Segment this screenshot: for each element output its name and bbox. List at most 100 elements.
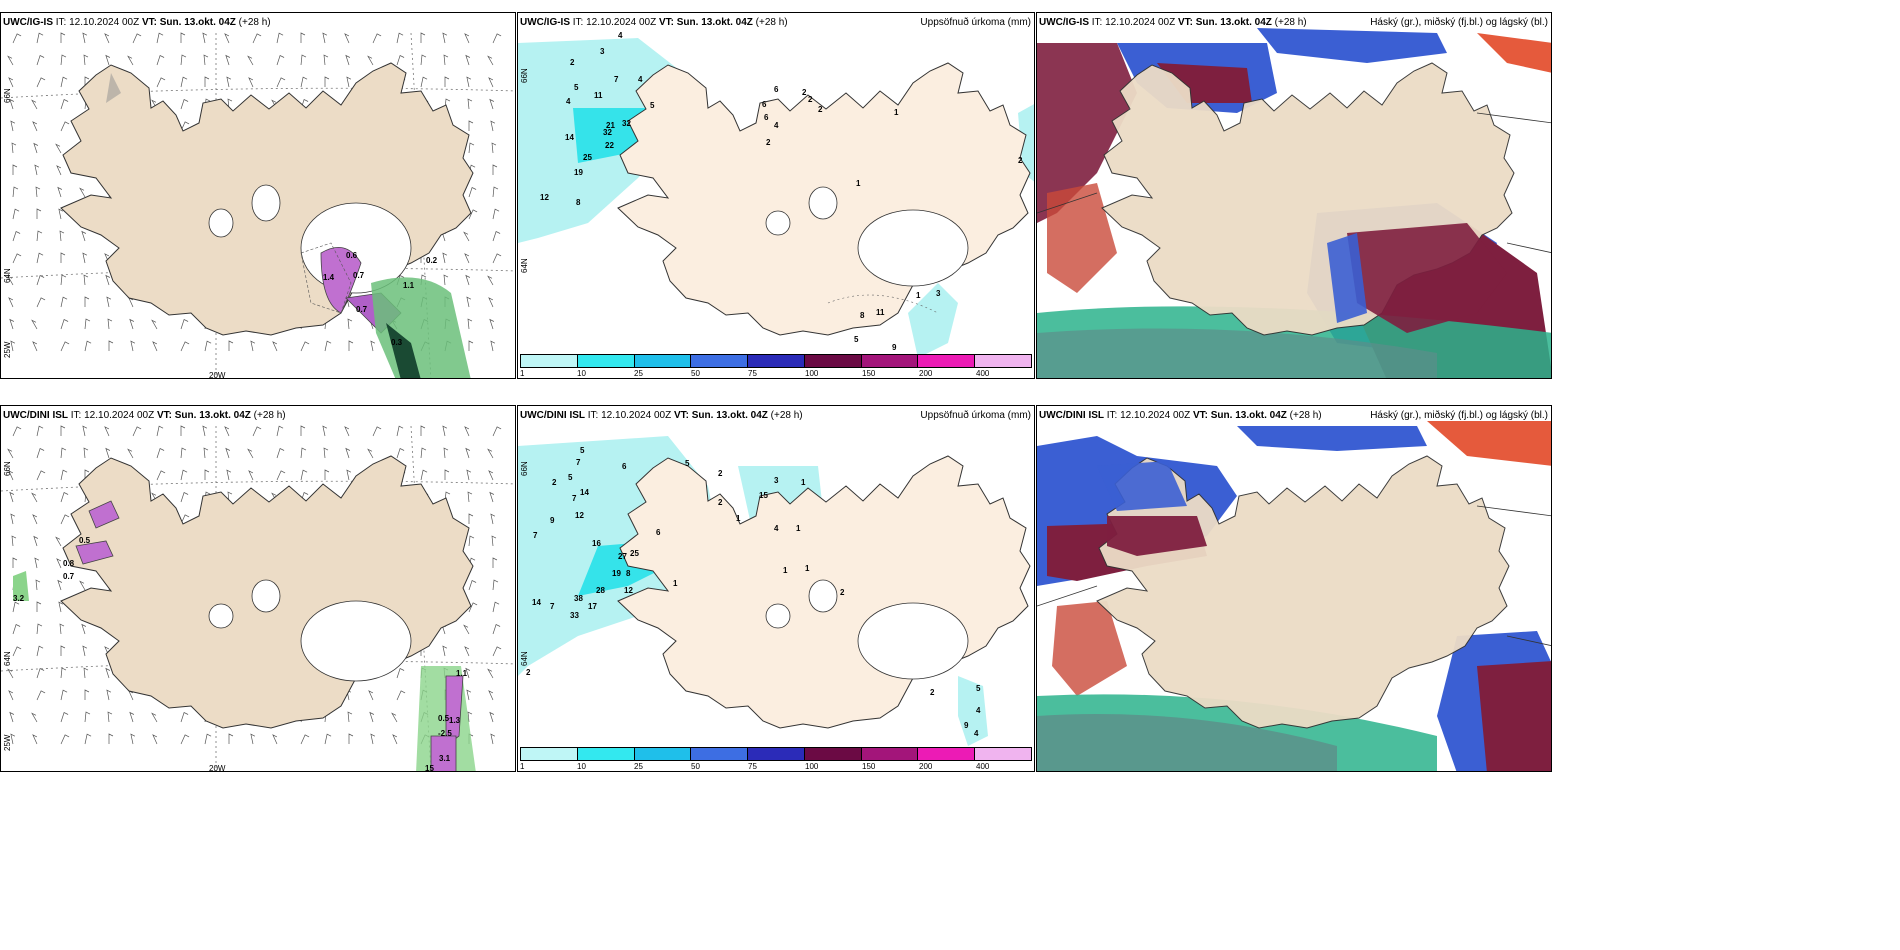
- wind-barb: [324, 469, 330, 480]
- wind-barb: [487, 55, 494, 66]
- wind-barb: [8, 690, 14, 701]
- wind-barb: [346, 469, 352, 481]
- wind-barb: [300, 76, 308, 88]
- map-panel-precip-bottom-middle: UWC/DINI ISL IT: 12.10.2024 00Z VT: Sun.…: [517, 405, 1035, 772]
- wind-barb: [33, 142, 39, 154]
- wind-barb: [32, 734, 38, 745]
- wind-barb: [127, 55, 134, 66]
- wind-barb: [151, 319, 158, 330]
- wind-barb: [7, 668, 14, 679]
- wind-barb: [468, 340, 474, 351]
- wind-barb: [60, 341, 70, 352]
- wind-barb: [12, 253, 22, 264]
- panel-header: UWC/IG-IS IT: 12.10.2024 00Z VT: Sun. 13…: [1039, 17, 1307, 28]
- wind-barb: [36, 690, 46, 701]
- wind-barb: [56, 165, 62, 176]
- wind-barb: [82, 252, 88, 264]
- wind-barb: [248, 470, 254, 481]
- wind-barb: [420, 447, 427, 459]
- wind-barb: [300, 54, 307, 66]
- map-wind-barbs: [1, 32, 515, 378]
- wind-barb: [79, 580, 86, 591]
- wind-barb: [300, 734, 310, 745]
- wind-barb: [345, 54, 351, 66]
- wind-barb: [488, 690, 494, 701]
- wind-barb: [9, 491, 15, 503]
- wind-barb: [322, 32, 328, 44]
- wind-barb: [84, 76, 90, 87]
- map-panel-wind-bottom-left: UWC/DINI ISL IT: 12.10.2024 00Z VT: Sun.…: [0, 405, 516, 772]
- wind-barb: [83, 447, 89, 459]
- wind-barb: [36, 230, 43, 242]
- wind-barb: [464, 33, 470, 44]
- wind-barb: [391, 712, 398, 723]
- wind-barb: [152, 341, 158, 352]
- wind-barb: [60, 32, 66, 43]
- wind-barb: [127, 448, 134, 459]
- wind-barb: [276, 77, 286, 88]
- legend-swatch: [748, 355, 805, 367]
- wind-barb: [468, 580, 477, 591]
- wind-barb: [396, 448, 405, 459]
- wind-barb: [12, 208, 20, 220]
- wind-barb: [9, 318, 15, 330]
- wind-barb: [370, 733, 376, 745]
- wind-barb: [466, 76, 472, 88]
- wind-barb: [180, 76, 188, 88]
- wind-barb: [35, 186, 41, 198]
- wind-barb: [81, 230, 87, 242]
- wind-barb: [463, 624, 470, 635]
- precip-legend: 1 10 25 50 75 100 150 200 400: [518, 352, 1034, 378]
- wind-barb: [60, 712, 69, 723]
- wind-barb: [36, 77, 46, 88]
- legend-swatch: [634, 355, 692, 367]
- wind-barb: [324, 733, 332, 745]
- wind-barb: [468, 120, 474, 131]
- wind-barb: [466, 689, 472, 701]
- wind-barb: [370, 340, 376, 352]
- wind-barb: [10, 513, 16, 525]
- wind-barb: [60, 99, 69, 110]
- wind-barb: [248, 77, 254, 88]
- wind-barb: [465, 54, 471, 66]
- wind-barb: [466, 296, 472, 308]
- wind-barb: [9, 711, 15, 723]
- wind-barb: [467, 491, 473, 503]
- wind-barb: [180, 54, 187, 66]
- wind-barb: [367, 55, 374, 66]
- wind-barb: [420, 32, 426, 43]
- wind-barb: [156, 55, 165, 66]
- wind-barb: [468, 142, 475, 154]
- wind-barb: [204, 469, 210, 480]
- wind-barb: [60, 54, 67, 66]
- wind-barb: [487, 668, 494, 679]
- legend-swatch: [577, 355, 635, 367]
- wind-barb: [129, 318, 135, 330]
- wind-barb: [443, 54, 449, 66]
- wind-barb: [204, 76, 210, 87]
- wind-barb: [8, 77, 14, 88]
- wind-barb: [444, 469, 450, 480]
- wind-barb: [300, 469, 308, 481]
- wind-barb: [156, 77, 166, 88]
- legend-swatch: [975, 748, 1032, 760]
- wind-barb: [12, 646, 22, 657]
- wind-barb: [203, 447, 209, 459]
- wind-barb: [300, 32, 306, 43]
- wind-barb: [491, 535, 497, 547]
- wind-barb: [300, 447, 307, 459]
- wind-barb: [467, 98, 473, 110]
- wind-barb: [396, 690, 406, 701]
- wind-barb: [492, 33, 502, 44]
- wind-barb: [180, 469, 188, 481]
- wind-barb: [12, 426, 22, 437]
- wind-barb: [31, 99, 38, 110]
- wind-barb: [11, 142, 17, 154]
- wind-barb: [250, 340, 256, 352]
- wind-barb: [272, 341, 278, 352]
- wind-barb: [105, 447, 111, 459]
- wind-barb: [7, 448, 14, 459]
- wind-barb: [276, 425, 284, 437]
- wind-barb: [12, 186, 19, 198]
- wind-barb: [468, 602, 478, 613]
